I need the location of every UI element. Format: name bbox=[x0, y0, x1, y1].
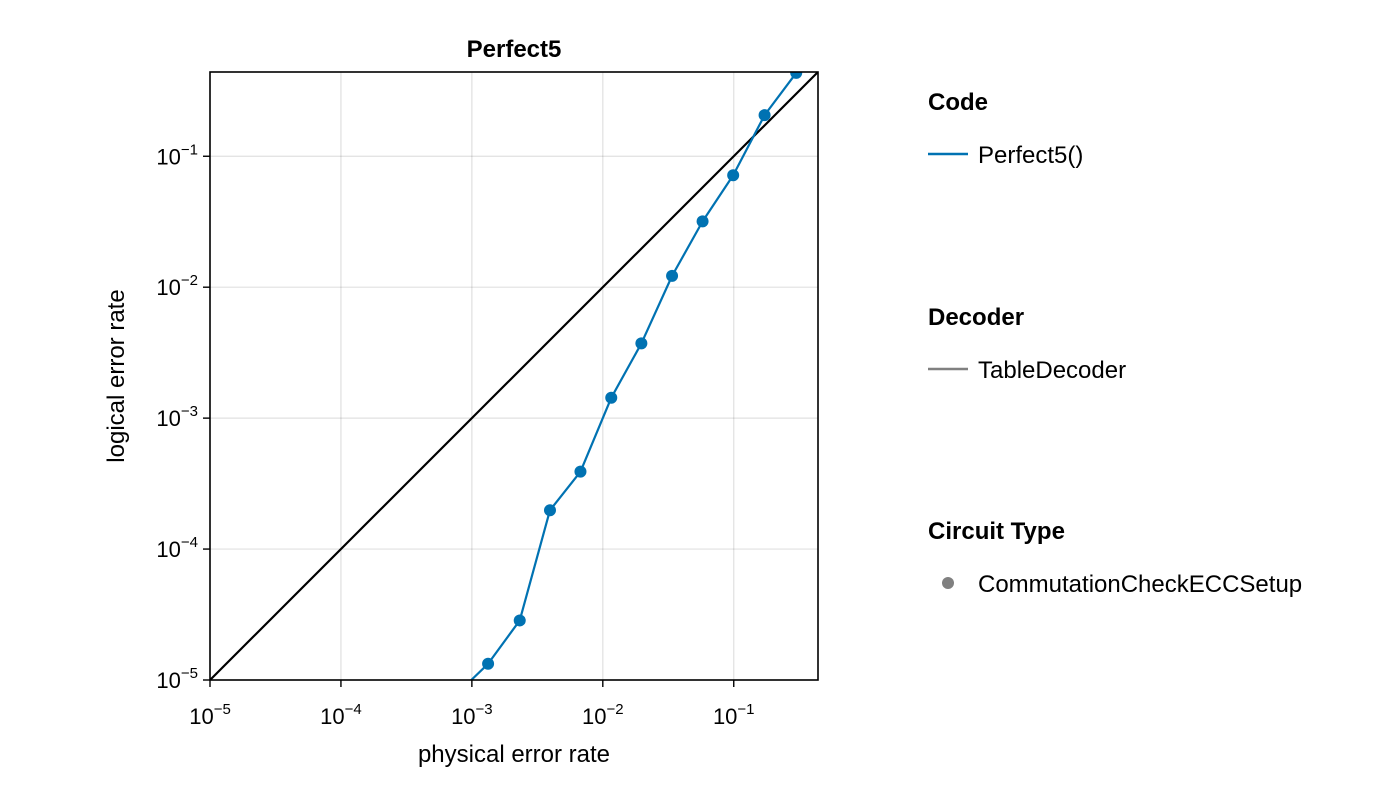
legend-group-title-0: Code bbox=[928, 89, 988, 116]
legend-group-title-1: Decoder bbox=[928, 304, 1024, 331]
plot-frame bbox=[209, 71, 819, 681]
x-tick-label-1: 10−4 bbox=[320, 701, 362, 729]
legend-entry-label-0: Perfect5() bbox=[978, 142, 1083, 169]
x-tick-label-2: 10−3 bbox=[451, 701, 493, 729]
data-point bbox=[635, 337, 648, 350]
x-tick-label-3: 10−2 bbox=[582, 701, 624, 729]
x-tick-label-4: 10−1 bbox=[713, 701, 755, 729]
data-point bbox=[666, 269, 679, 282]
data-point bbox=[574, 465, 587, 478]
data-point bbox=[482, 657, 495, 670]
y-tick-label-0: 10−5 bbox=[156, 665, 198, 693]
y-tick-label-1: 10−4 bbox=[156, 534, 198, 562]
y-axis-label: logical error rate bbox=[103, 289, 130, 462]
data-point bbox=[790, 72, 803, 79]
legend-marker-symbol-2 bbox=[942, 577, 954, 589]
y-tick-label-2: 10−3 bbox=[156, 403, 198, 431]
data-point bbox=[513, 614, 526, 627]
data-point bbox=[605, 391, 618, 404]
legend-entry-label-1: TableDecoder bbox=[978, 357, 1126, 384]
legend: Code Perfect5() Decoder TableDecoder Circuit… bbox=[928, 89, 1302, 598]
data-point bbox=[543, 504, 556, 517]
legend-entry-label-2: CommutationCheckECCSetup bbox=[978, 571, 1302, 598]
reference-line bbox=[210, 72, 818, 680]
series-layer bbox=[470, 72, 803, 680]
y-tick-label-3: 10−2 bbox=[156, 272, 198, 300]
legend-group-title-2: Circuit Type bbox=[928, 518, 1065, 545]
x-axis-ticks: 10−5 10−4 10−3 10−2 10−1 bbox=[189, 680, 755, 729]
chart-title: Perfect5 bbox=[467, 36, 562, 63]
data-point bbox=[727, 169, 740, 182]
reference-line-layer bbox=[210, 72, 818, 680]
y-tick-label-4: 10−1 bbox=[156, 141, 198, 169]
x-tick-label-0: 10−5 bbox=[189, 701, 231, 729]
y-axis-ticks: 10−5 10−4 10−3 10−2 10−1 bbox=[156, 141, 210, 693]
data-point bbox=[696, 215, 709, 228]
data-point bbox=[758, 109, 771, 122]
x-axis-label: physical error rate bbox=[418, 741, 610, 768]
